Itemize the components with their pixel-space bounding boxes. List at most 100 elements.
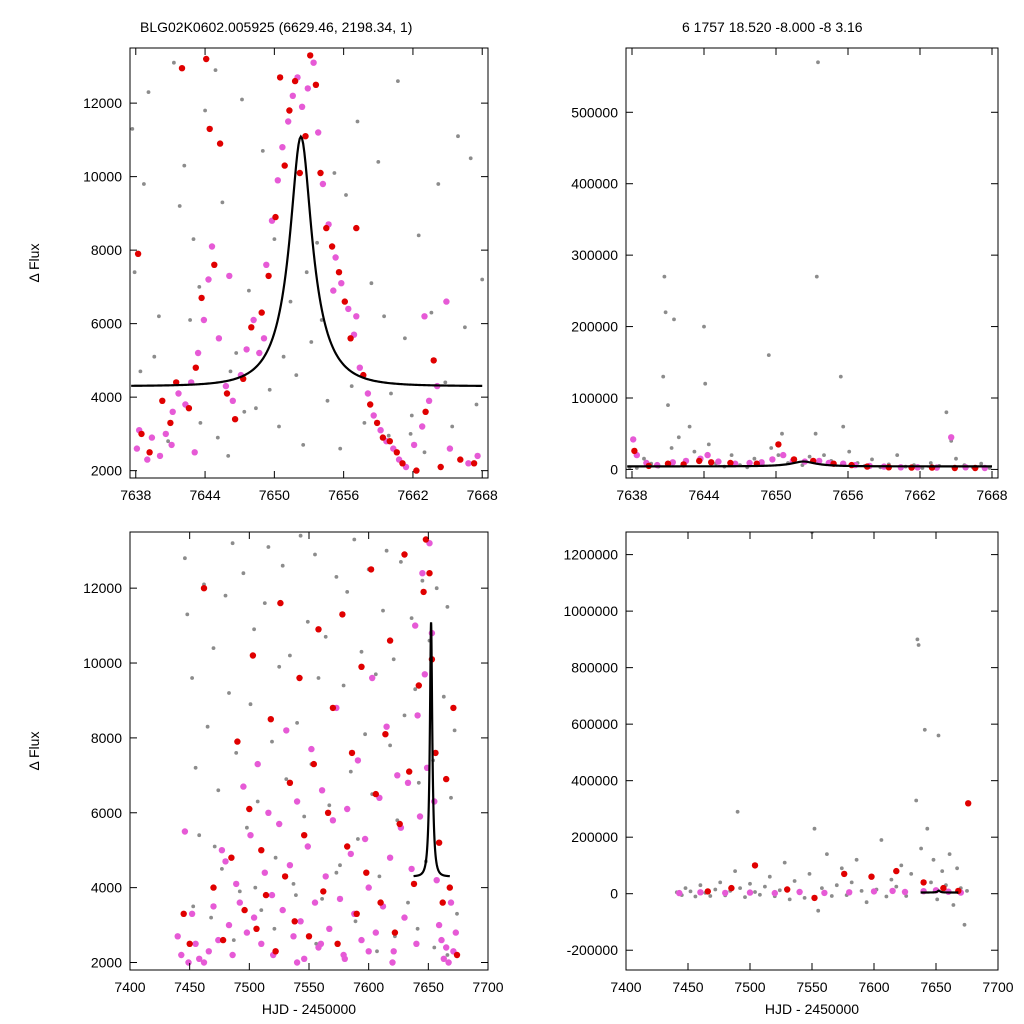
panel-bottom-right: 7400 7450 7500 7550 7600 7650 7700 -200000 0 2000… xyxy=(563,531,1014,1017)
data-point-magenta xyxy=(178,951,185,959)
data-point-gray xyxy=(234,751,239,755)
data-point-gray xyxy=(683,886,688,890)
data-point-magenta xyxy=(226,272,233,280)
data-point-gray xyxy=(463,325,467,330)
x-tick-label: 7500 xyxy=(734,979,765,995)
data-point-magenta xyxy=(194,349,202,357)
data-point-magenta xyxy=(261,869,268,876)
data-point-magenta xyxy=(175,390,182,397)
data-point-gray xyxy=(298,533,303,538)
data-point-magenta xyxy=(317,940,325,947)
data-point-magenta xyxy=(205,276,212,283)
data-point-magenta xyxy=(356,364,363,371)
data-point-gray xyxy=(456,134,460,139)
data-point-magenta xyxy=(205,948,212,955)
data-point-red xyxy=(228,854,235,861)
y-tick-label: 4000 xyxy=(91,389,122,405)
data-point-gray xyxy=(752,456,757,461)
data-point-magenta xyxy=(200,959,208,966)
data-point-gray xyxy=(353,919,358,924)
data-point-red xyxy=(631,447,638,455)
data-point-magenta xyxy=(769,456,776,463)
data-point-red xyxy=(173,379,180,386)
data-point-gray xyxy=(237,889,242,894)
data-point-red xyxy=(167,419,174,427)
x-tick-label: 7644 xyxy=(189,487,220,503)
data-point-magenta xyxy=(443,298,450,305)
plot-area xyxy=(130,52,485,474)
data-point-red xyxy=(180,910,187,917)
data-point-red xyxy=(446,884,453,891)
data-point-gray xyxy=(445,605,450,609)
data-point-gray xyxy=(767,874,772,879)
data-point-gray xyxy=(814,274,819,279)
data-point-red xyxy=(276,74,284,81)
data-point-gray xyxy=(914,798,919,803)
data-point-gray xyxy=(294,373,299,377)
data-point-gray xyxy=(280,563,285,568)
data-point-gray xyxy=(295,721,299,725)
data-point-gray xyxy=(211,646,216,650)
data-point-magenta xyxy=(353,313,360,320)
data-point-gray xyxy=(332,171,337,175)
data-point-red xyxy=(178,65,186,72)
data-point-red xyxy=(841,870,848,878)
data-point-gray xyxy=(688,889,693,894)
data-point-gray xyxy=(252,627,256,632)
data-point-magenta xyxy=(222,382,230,390)
data-point-magenta xyxy=(421,671,428,678)
data-point-magenta xyxy=(390,948,397,955)
data-point-red xyxy=(386,438,393,445)
data-point-gray xyxy=(733,869,737,873)
data-point-gray xyxy=(792,879,797,883)
data-point-gray xyxy=(474,402,479,407)
data-point-red xyxy=(216,140,224,147)
data-point-gray xyxy=(191,904,196,909)
data-point-gray xyxy=(344,193,348,197)
data-point-red xyxy=(399,460,406,467)
data-point-gray xyxy=(182,163,187,168)
data-point-red xyxy=(358,663,365,670)
data-point-gray xyxy=(979,461,984,466)
data-point-red xyxy=(312,81,320,89)
data-point-gray xyxy=(802,896,807,900)
data-point-red xyxy=(386,637,394,644)
data-point-red xyxy=(372,790,379,798)
x-tick-label: 7650 xyxy=(413,979,444,995)
data-point-red xyxy=(281,873,289,880)
data-point-gray xyxy=(708,894,713,898)
data-point-gray xyxy=(841,424,846,429)
data-point-magenta xyxy=(354,757,362,764)
data-point-magenta xyxy=(225,921,233,929)
x-tick-label: 7662 xyxy=(904,487,935,503)
data-point-gray xyxy=(399,560,403,564)
data-point-gray xyxy=(130,126,135,131)
data-point-magenta xyxy=(746,889,754,896)
data-point-gray xyxy=(839,866,844,871)
data-point-magenta xyxy=(443,944,450,951)
data-point-gray xyxy=(273,855,278,860)
data-point-magenta xyxy=(412,622,419,629)
data-point-gray xyxy=(241,571,246,576)
data-point-gray xyxy=(362,421,367,425)
y-tick-label: 500000 xyxy=(571,104,618,120)
data-point-magenta xyxy=(715,458,722,465)
data-point-gray xyxy=(316,676,321,680)
y-tick-label: 6000 xyxy=(91,805,122,821)
data-point-magenta xyxy=(156,452,164,460)
data-point-gray xyxy=(260,149,265,153)
data-point-red xyxy=(315,626,322,633)
data-point-red xyxy=(341,298,348,305)
data-point-gray xyxy=(197,833,202,838)
data-point-gray xyxy=(382,314,386,319)
data-point-gray xyxy=(253,885,258,890)
x-tick-label: 7600 xyxy=(353,979,384,995)
model-curve xyxy=(920,889,959,894)
plot-area xyxy=(674,532,972,927)
data-point-magenta xyxy=(394,772,401,779)
data-point-red xyxy=(393,449,400,456)
data-point-magenta xyxy=(222,858,229,865)
data-point-gray xyxy=(272,237,277,242)
data-point-magenta xyxy=(401,914,408,921)
data-point-gray xyxy=(854,857,859,862)
